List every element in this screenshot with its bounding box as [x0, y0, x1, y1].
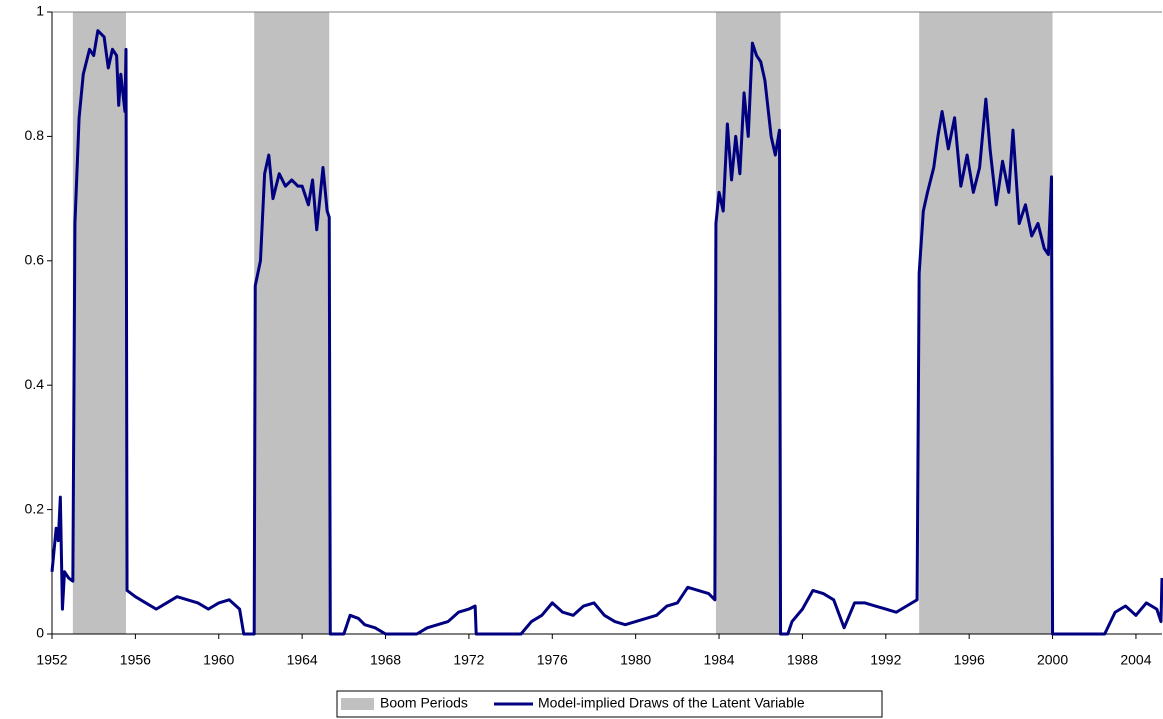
x-tick-label: 1984: [703, 652, 734, 668]
y-tick-label: 1: [36, 3, 44, 19]
x-tick-label: 1988: [787, 652, 818, 668]
boom-period: [254, 12, 330, 634]
y-tick-label: 0.6: [25, 252, 45, 268]
y-tick-label: 0.8: [25, 127, 45, 143]
x-tick-label: 1996: [954, 652, 985, 668]
x-tick-label: 2000: [1037, 652, 1068, 668]
x-tick-label: 1960: [203, 652, 234, 668]
legend-swatch: [341, 698, 374, 710]
y-tick-label: 0.4: [25, 376, 45, 392]
x-tick-label: 1956: [120, 652, 151, 668]
y-tick-label: 0: [36, 625, 44, 641]
x-tick-label: 1976: [537, 652, 568, 668]
legend-box: [336, 690, 883, 718]
x-tick-label: 1992: [870, 652, 901, 668]
series-line: [50, 29, 1163, 636]
legend-label: Boom Periods: [380, 695, 468, 711]
legend-label: Model-implied Draws of the Latent Variab…: [538, 695, 805, 711]
x-tick-label: 1980: [620, 652, 651, 668]
x-tick-label: 1968: [370, 652, 401, 668]
x-tick-label: 2004: [1120, 652, 1151, 668]
boom-period: [72, 12, 126, 634]
y-tick-label: 0.2: [25, 500, 45, 516]
x-tick-label: 1952: [36, 652, 67, 668]
x-tick-label: 1964: [287, 652, 318, 668]
x-tick-label: 1972: [453, 652, 484, 668]
